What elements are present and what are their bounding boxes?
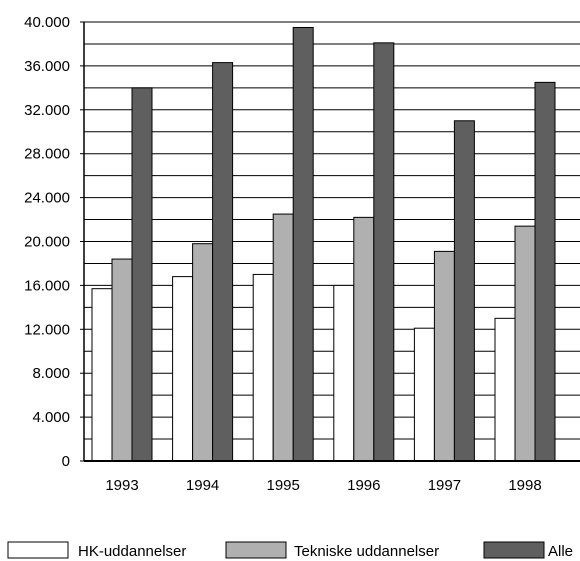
x-tick-label: 1996 xyxy=(347,477,380,494)
bar-alle xyxy=(373,42,395,462)
x-tick-label: 1995 xyxy=(267,477,300,494)
y-tick-label: 36.000 xyxy=(24,58,70,75)
bar-tekniske-uddannelser xyxy=(433,250,455,462)
x-tick-label: 1993 xyxy=(105,477,138,494)
bars xyxy=(91,26,556,462)
bar-hk-uddannelser xyxy=(252,273,274,462)
bar-alle xyxy=(453,120,475,462)
bar-hk-uddannelser xyxy=(333,284,355,462)
y-tick-label: 0 xyxy=(62,453,70,470)
y-tick-label: 12.000 xyxy=(24,321,70,338)
y-tick-label: 20.000 xyxy=(24,234,70,251)
bar-tekniske-uddannelser xyxy=(514,225,536,462)
legend: HK-uddannelser Tekniske uddannelser Alle xyxy=(7,541,573,560)
bar-tekniske-uddannelser xyxy=(192,243,214,462)
legend-swatch xyxy=(7,541,69,559)
bar-hk-uddannelser xyxy=(91,288,113,462)
x-tick-label: 1998 xyxy=(508,477,541,494)
bar-tekniske-uddannelser xyxy=(353,216,375,462)
legend-label: Alle xyxy=(548,543,573,560)
legend-swatch xyxy=(483,541,545,559)
y-tick-label: 24.000 xyxy=(24,190,70,207)
axes: 0 4.000 8.000 12.000 16.000 20.000 24.000 28.00… xyxy=(24,14,580,494)
y-tick-label: 8.000 xyxy=(32,365,70,382)
bar-alle xyxy=(534,81,556,462)
y-tick-label: 28.000 xyxy=(24,146,70,163)
bar-alle xyxy=(292,26,314,462)
legend-swatch xyxy=(225,541,287,559)
y-tick-label: 4.000 xyxy=(32,409,70,426)
legend-label: Tekniske uddannelser xyxy=(294,543,439,560)
bar-alle xyxy=(131,87,153,462)
bar-hk-uddannelser xyxy=(413,327,435,462)
bar-hk-uddannelser xyxy=(172,276,194,462)
bar-alle xyxy=(212,62,234,462)
x-tick-label: 1997 xyxy=(428,477,461,494)
legend-label: HK-uddannelser xyxy=(78,543,186,560)
x-tick-label: 1994 xyxy=(186,477,219,494)
gridlines xyxy=(84,21,580,440)
bar-tekniske-uddannelser xyxy=(272,213,294,462)
bar-hk-uddannelser xyxy=(494,317,516,462)
bar-tekniske-uddannelser xyxy=(111,258,133,462)
y-tick-label: 16.000 xyxy=(24,277,70,294)
y-tick-label: 32.000 xyxy=(24,102,70,119)
y-tick-label: 40.000 xyxy=(24,14,70,31)
